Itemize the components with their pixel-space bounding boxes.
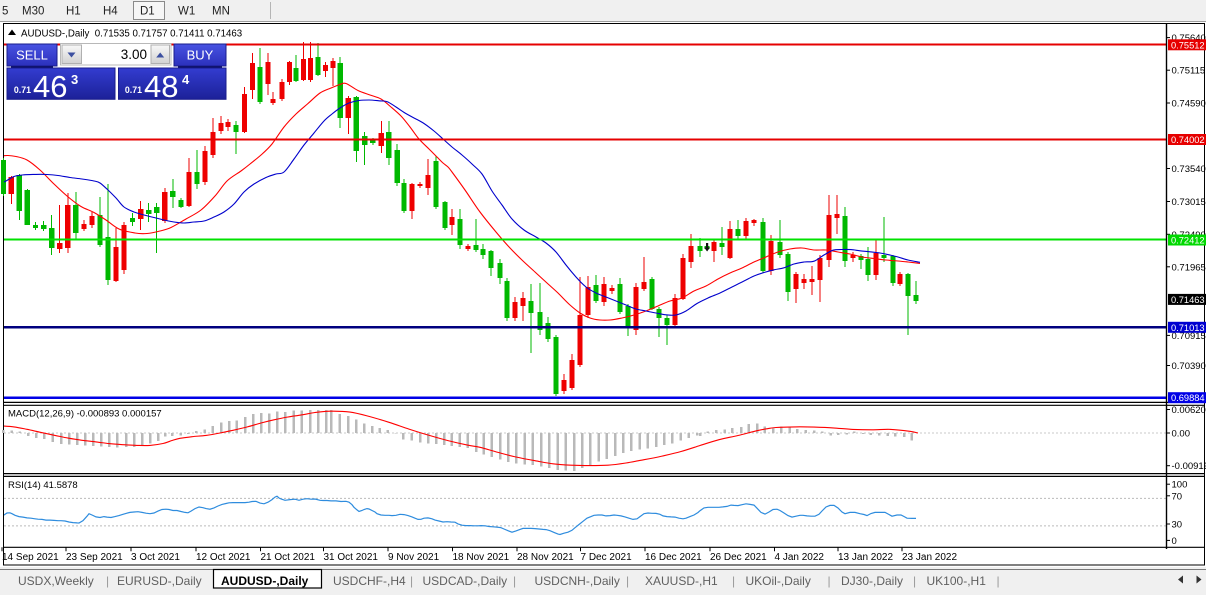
svg-text:23 Sep 2021: 23 Sep 2021 [66,552,123,563]
svg-text:AUDUSD-,Daily: AUDUSD-,Daily [221,574,309,588]
svg-text:23 Jan 2022: 23 Jan 2022 [902,552,957,563]
svg-text:AUDUSD-,Daily 0.71535 0.71757: AUDUSD-,Daily 0.71535 0.71757 0.71411 0.… [21,29,242,40]
svg-text:0.006201: 0.006201 [1172,405,1206,416]
svg-text:9 Nov 2021: 9 Nov 2021 [388,552,440,563]
svg-text:21 Oct 2021: 21 Oct 2021 [261,552,316,563]
svg-text:W1: W1 [178,6,195,18]
svg-text:0.73015: 0.73015 [1172,197,1206,208]
svg-text:7 Dec 2021: 7 Dec 2021 [581,552,633,563]
svg-text:|: | [626,574,629,588]
svg-text:UKOil-,Daily: UKOil-,Daily [746,574,811,588]
svg-text:0.74002: 0.74002 [1171,135,1205,145]
svg-text:M30: M30 [22,6,44,18]
svg-text:MN: MN [212,6,230,18]
svg-text:|: | [913,574,916,588]
svg-text:0.75115: 0.75115 [1172,66,1206,77]
svg-text:4 Jan 2022: 4 Jan 2022 [775,552,825,563]
svg-text:30: 30 [1172,520,1183,531]
svg-text:RSI(14) 41.5878: RSI(14) 41.5878 [8,480,78,491]
svg-text:18 Nov 2021: 18 Nov 2021 [453,552,510,563]
svg-text:0.75512: 0.75512 [1171,40,1205,50]
svg-text:31 Oct 2021: 31 Oct 2021 [324,552,379,563]
svg-text:EURUSD-,Daily: EURUSD-,Daily [117,574,202,588]
svg-text:46: 46 [33,69,67,104]
svg-text:|: | [513,574,516,588]
svg-text:UK100-,H1: UK100-,H1 [927,574,987,588]
svg-text:|: | [410,574,413,588]
svg-text:|: | [732,574,735,588]
svg-text:DJ30-,Daily: DJ30-,Daily [841,574,903,588]
svg-text:0.72412: 0.72412 [1171,236,1205,246]
svg-text:D1: D1 [140,6,155,18]
svg-text:48: 48 [144,69,178,104]
svg-text:0.71013: 0.71013 [1171,323,1205,333]
svg-text:BUY: BUY [187,48,214,63]
svg-text:0.73540: 0.73540 [1172,164,1206,175]
svg-text:100: 100 [1172,480,1188,491]
svg-text:-0.00919: -0.00919 [1172,461,1206,472]
svg-text:USDCHF-,H4: USDCHF-,H4 [333,574,406,588]
svg-text:|: | [106,574,109,588]
svg-text:0.74590: 0.74590 [1172,99,1206,110]
svg-text:USDCAD-,Daily: USDCAD-,Daily [423,574,508,588]
svg-text:0.71: 0.71 [14,85,31,95]
svg-text:0.75640: 0.75640 [1172,33,1206,44]
svg-text:|: | [828,574,831,588]
svg-text:0: 0 [1172,536,1177,547]
svg-text:0.70915: 0.70915 [1172,331,1206,342]
svg-text:14 Sep 2021: 14 Sep 2021 [2,552,59,563]
svg-text:SELL: SELL [16,48,48,63]
svg-text:|: | [997,574,1000,588]
svg-text:MACD(12,26,9) -0.000893 0.0001: MACD(12,26,9) -0.000893 0.000157 [8,409,162,420]
svg-text:3 Oct 2021: 3 Oct 2021 [131,552,180,563]
svg-text:16 Dec 2021: 16 Dec 2021 [645,552,702,563]
svg-text:0.70390: 0.70390 [1172,361,1206,372]
svg-text:XAUUSD-,H1: XAUUSD-,H1 [645,574,718,588]
svg-text:0.69884: 0.69884 [1171,393,1205,403]
svg-text:0.00: 0.00 [1172,429,1191,440]
svg-text:13 Jan 2022: 13 Jan 2022 [838,552,893,563]
svg-text:12 Oct 2021: 12 Oct 2021 [196,552,251,563]
svg-text:USDCNH-,Daily: USDCNH-,Daily [535,574,620,588]
svg-text:H4: H4 [103,6,118,18]
svg-text:70: 70 [1172,491,1183,502]
svg-text:5: 5 [2,6,8,18]
svg-text:H1: H1 [66,6,81,18]
svg-text:26 Dec 2021: 26 Dec 2021 [710,552,767,563]
svg-text:0.71463: 0.71463 [1171,295,1205,305]
svg-text:28 Nov 2021: 28 Nov 2021 [517,552,574,563]
svg-text:3: 3 [71,72,78,87]
svg-text:3.00: 3.00 [121,47,147,62]
svg-text:USDX,Weekly: USDX,Weekly [18,574,94,588]
svg-text:0.71: 0.71 [125,85,142,95]
svg-text:4: 4 [182,72,190,87]
svg-text:0.71965: 0.71965 [1172,262,1206,273]
